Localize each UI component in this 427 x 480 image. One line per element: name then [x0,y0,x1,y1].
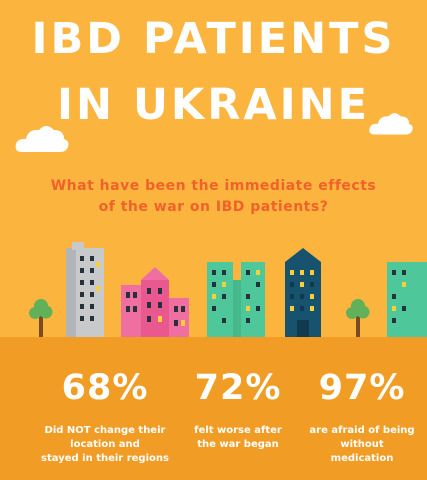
tree-icon [346,299,370,337]
stat-desc-line-2: the war began [197,439,279,450]
question-line-1: What have been the immediate effects [50,178,377,194]
stat-description: are afraid of being without medication [287,424,427,466]
stat-68: 68% Did NOT change their location and st… [30,368,180,466]
stat-description: Did NOT change their location and stayed… [30,424,180,466]
stat-desc-line-3: stayed in their regions [41,453,169,464]
building-icon [66,242,104,337]
building-icon [285,248,321,337]
building-icon [207,262,265,337]
question-text: What have been the immediate effects of … [30,176,397,218]
stat-value: 97% [318,368,406,408]
tree-icon [29,299,53,337]
building-icon [387,262,427,337]
stat-value: 68% [61,368,149,408]
building-icon [121,267,189,337]
stat-72: 72% felt worse after the war began [163,368,313,452]
stat-desc-line-2: without [340,439,384,450]
stat-desc-line-3: medication [330,453,394,464]
city-skyline [29,242,427,337]
question-line-2: of the war on IBD patients? [98,199,329,215]
title-line-1: IBD PATIENTS [31,14,396,64]
cloud-icon [15,126,69,152]
title-line-2: IN UKRAINE [57,80,370,130]
stat-desc-line-1: felt worse after [194,425,282,436]
ground-band [0,337,427,480]
cloud-icon [369,113,413,135]
stat-97: 97% are afraid of being without medicati… [287,368,427,466]
stat-value: 72% [194,368,282,408]
stat-desc-line-1: Did NOT change their [44,425,166,436]
stat-desc-line-2: location and [70,439,140,450]
stat-desc-line-1: are afraid of being [309,425,415,436]
stat-description: felt worse after the war began [163,424,313,452]
